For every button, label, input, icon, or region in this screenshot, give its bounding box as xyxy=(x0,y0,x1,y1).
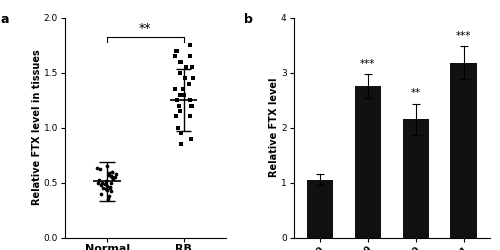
Bar xyxy=(306,180,333,238)
Point xyxy=(174,104,182,108)
Point xyxy=(106,186,114,190)
Point xyxy=(176,142,184,146)
Point xyxy=(190,76,198,80)
Point xyxy=(186,136,194,140)
Point xyxy=(108,170,116,173)
Point xyxy=(106,185,114,189)
Point xyxy=(172,48,180,52)
Point xyxy=(112,175,120,179)
Point xyxy=(104,188,112,192)
Y-axis label: Relative FTX level in tissues: Relative FTX level in tissues xyxy=(32,50,42,205)
Text: ***: *** xyxy=(456,30,471,40)
Point xyxy=(102,187,110,191)
Point xyxy=(96,183,104,187)
Text: **: ** xyxy=(410,88,421,98)
Y-axis label: Relative FTX level: Relative FTX level xyxy=(270,78,280,177)
Point xyxy=(180,92,188,96)
Point xyxy=(103,164,111,168)
Point xyxy=(104,197,112,201)
Point xyxy=(172,114,179,118)
Point xyxy=(186,43,194,47)
Point xyxy=(178,60,186,64)
Bar xyxy=(450,62,477,238)
Point xyxy=(110,177,118,181)
Point xyxy=(104,184,112,188)
Point xyxy=(176,70,184,74)
Point xyxy=(179,87,187,91)
Point xyxy=(182,65,190,69)
Point xyxy=(184,82,192,86)
Text: ***: *** xyxy=(360,59,376,69)
Point xyxy=(176,109,184,113)
Point xyxy=(186,114,194,118)
Point xyxy=(174,126,182,130)
Point xyxy=(188,104,196,108)
Point xyxy=(108,170,116,173)
Point xyxy=(97,192,105,196)
Point xyxy=(96,167,104,171)
Text: b: b xyxy=(244,13,254,26)
Point xyxy=(107,189,115,193)
Point xyxy=(176,92,184,96)
Point xyxy=(186,98,194,102)
Point xyxy=(173,98,181,102)
Point xyxy=(188,104,196,108)
Point xyxy=(99,186,107,190)
Point xyxy=(108,175,116,179)
Text: a: a xyxy=(0,13,9,26)
Point xyxy=(105,170,113,174)
Point xyxy=(186,98,194,102)
Point xyxy=(186,54,194,58)
Point xyxy=(172,48,180,52)
Point xyxy=(178,131,186,135)
Point xyxy=(188,65,196,69)
Point xyxy=(108,175,116,179)
Point xyxy=(108,180,116,184)
Bar xyxy=(354,86,381,238)
Point xyxy=(176,60,184,64)
Point xyxy=(106,174,114,178)
Point xyxy=(106,194,114,198)
Point xyxy=(94,180,102,184)
Point xyxy=(106,173,114,177)
Bar xyxy=(402,119,429,238)
Point xyxy=(112,172,120,176)
Point xyxy=(98,180,106,184)
Point xyxy=(95,178,103,182)
Point xyxy=(170,54,178,58)
Point xyxy=(102,180,110,184)
Point xyxy=(93,166,101,170)
Point xyxy=(100,182,108,186)
Point xyxy=(180,76,188,80)
Text: **: ** xyxy=(139,22,151,35)
Point xyxy=(172,87,179,91)
